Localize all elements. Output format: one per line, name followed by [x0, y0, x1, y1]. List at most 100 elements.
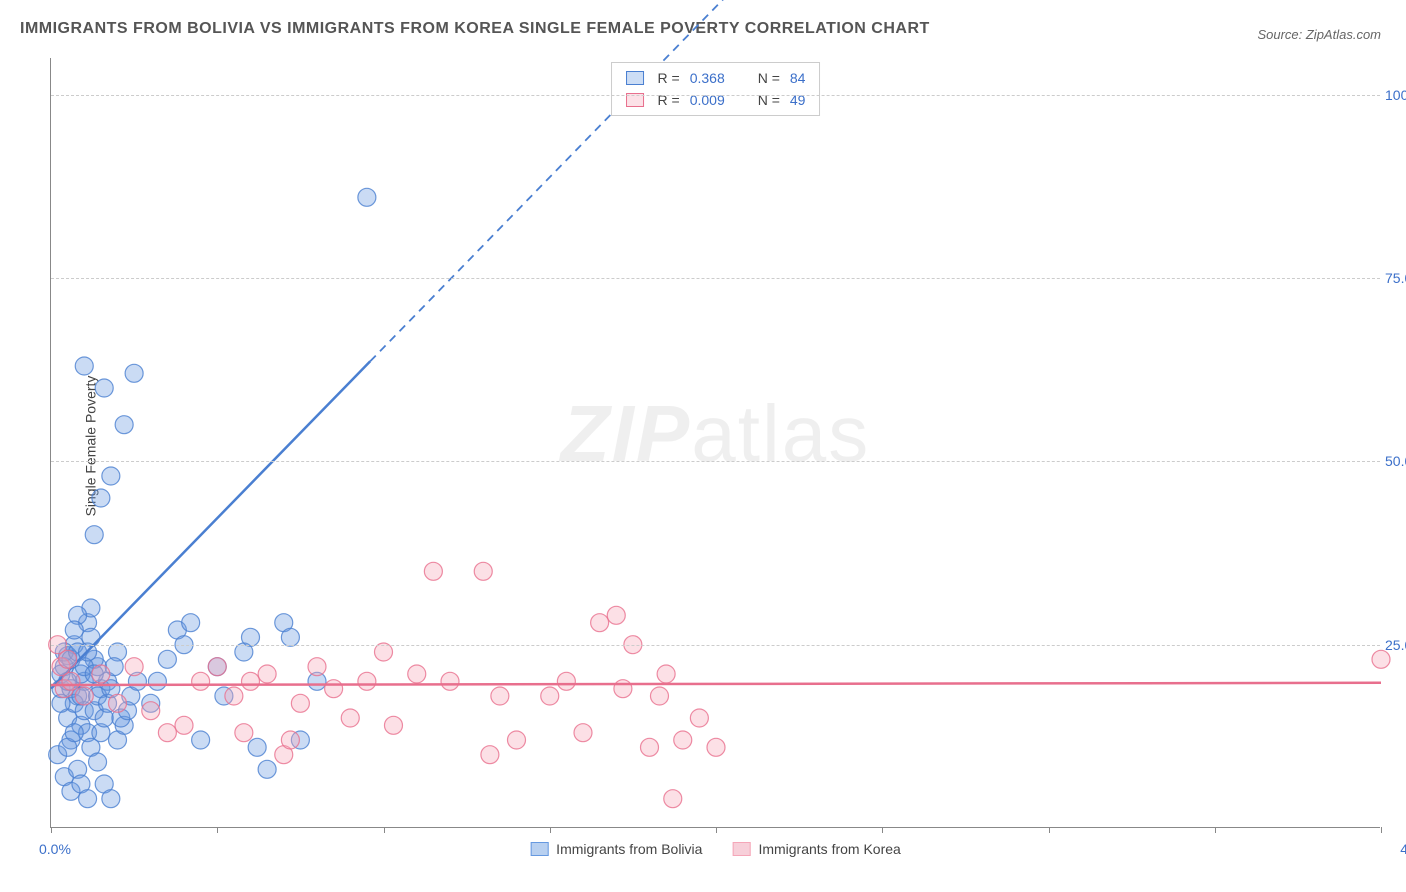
data-point: [341, 709, 359, 727]
r-label: R =: [658, 70, 680, 86]
y-tick-label: 50.0%: [1385, 453, 1406, 469]
data-point: [375, 643, 393, 661]
x-tick: [716, 827, 717, 833]
x-tick: [384, 827, 385, 833]
data-point: [158, 650, 176, 668]
data-point: [541, 687, 559, 705]
data-point: [148, 672, 166, 690]
data-point: [574, 724, 592, 742]
data-point: [235, 724, 253, 742]
data-point: [474, 562, 492, 580]
data-point: [424, 562, 442, 580]
gridline: [51, 461, 1380, 462]
data-point: [109, 694, 127, 712]
source-attribution: Source: ZipAtlas.com: [1257, 27, 1381, 42]
correlation-legend: R = 0.368 N = 84 R =0.009N =49: [611, 62, 821, 116]
chart-plot-area: ZIPatlas R =0.368N =84R =0.009N =49 0.0%…: [50, 58, 1380, 828]
data-point: [85, 526, 103, 544]
chart-title: IMMIGRANTS FROM BOLIVIA VS IMMIGRANTS FR…: [20, 20, 930, 38]
data-point: [1372, 650, 1390, 668]
x-axis-max-label: 40.0%: [1400, 841, 1406, 857]
data-point: [308, 658, 326, 676]
gridline: [51, 645, 1380, 646]
data-point: [92, 489, 110, 507]
series-legend-item: Immigrants from Korea: [732, 841, 900, 857]
data-point: [89, 753, 107, 771]
data-point: [690, 709, 708, 727]
data-point: [82, 628, 100, 646]
trend-line-solid: [51, 361, 370, 688]
correlation-legend-row: R =0.009N =49: [626, 89, 806, 111]
gridline: [51, 278, 1380, 279]
data-point: [75, 357, 93, 375]
data-point: [102, 467, 120, 485]
x-tick: [51, 827, 52, 833]
x-tick: [1049, 827, 1050, 833]
legend-swatch: [530, 842, 548, 856]
data-point: [242, 628, 260, 646]
data-point: [142, 702, 160, 720]
data-point: [92, 665, 110, 683]
x-tick: [882, 827, 883, 833]
data-point: [102, 790, 120, 808]
data-point: [281, 731, 299, 749]
x-tick: [1215, 827, 1216, 833]
x-axis-min-label: 0.0%: [39, 841, 71, 857]
data-point: [182, 614, 200, 632]
data-point: [481, 746, 499, 764]
data-point: [614, 680, 632, 698]
data-point: [242, 672, 260, 690]
data-point: [641, 738, 659, 756]
data-point: [607, 606, 625, 624]
gridline: [51, 95, 1380, 96]
data-point: [248, 738, 266, 756]
data-point: [225, 687, 243, 705]
data-point: [674, 731, 692, 749]
data-point: [208, 658, 226, 676]
legend-swatch: [626, 71, 644, 85]
data-point: [707, 738, 725, 756]
data-point: [358, 188, 376, 206]
data-point: [158, 724, 176, 742]
data-point: [65, 621, 83, 639]
y-tick-label: 100.0%: [1385, 87, 1406, 103]
x-tick: [550, 827, 551, 833]
data-point: [325, 680, 343, 698]
data-point: [258, 665, 276, 683]
series-legend-label: Immigrants from Korea: [758, 841, 900, 857]
plot-svg: [51, 58, 1380, 827]
n-label: N =: [758, 70, 780, 86]
legend-swatch: [732, 842, 750, 856]
data-point: [664, 790, 682, 808]
data-point: [115, 416, 133, 434]
data-point: [384, 716, 402, 734]
data-point: [508, 731, 526, 749]
data-point: [441, 672, 459, 690]
data-point: [125, 658, 143, 676]
data-point: [79, 790, 97, 808]
series-legend-label: Immigrants from Bolivia: [556, 841, 702, 857]
data-point: [75, 687, 93, 705]
x-tick: [217, 827, 218, 833]
data-point: [657, 665, 675, 683]
data-point: [358, 672, 376, 690]
y-tick-label: 25.0%: [1385, 637, 1406, 653]
data-point: [491, 687, 509, 705]
data-point: [192, 672, 210, 690]
n-value: 84: [790, 70, 806, 86]
x-tick: [1381, 827, 1382, 833]
series-legend-item: Immigrants from Bolivia: [530, 841, 702, 857]
data-point: [291, 694, 309, 712]
data-point: [59, 650, 77, 668]
data-point: [175, 716, 193, 734]
data-point: [408, 665, 426, 683]
y-tick-label: 75.0%: [1385, 270, 1406, 286]
data-point: [125, 364, 143, 382]
data-point: [258, 760, 276, 778]
correlation-legend-row: R = 0.368 N = 84: [626, 67, 806, 89]
data-point: [65, 724, 83, 742]
data-point: [281, 628, 299, 646]
data-point: [650, 687, 668, 705]
r-value: 0.368: [690, 70, 740, 86]
data-point: [95, 379, 113, 397]
